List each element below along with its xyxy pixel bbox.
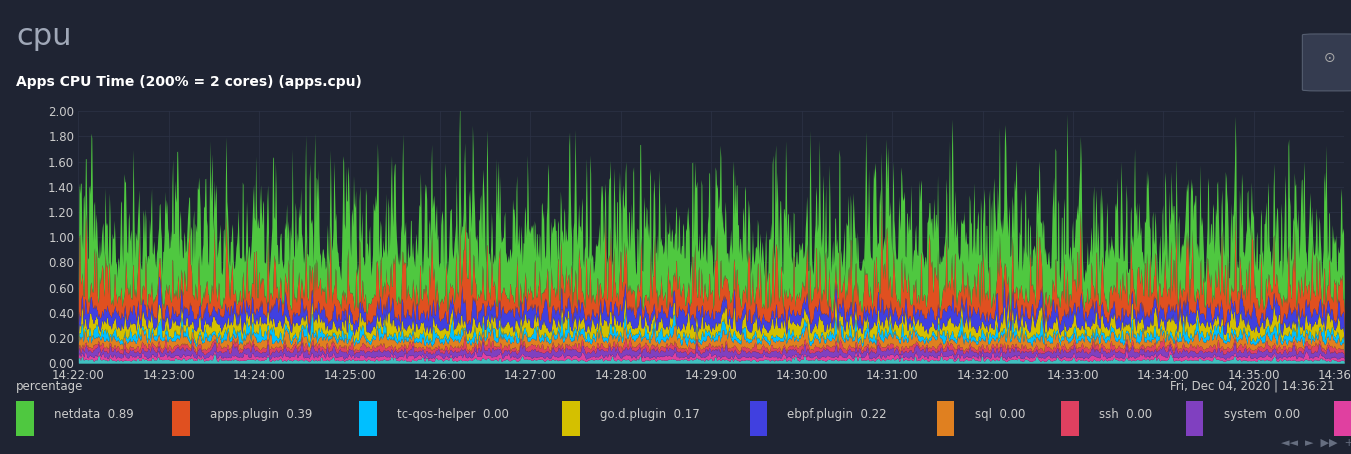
Bar — [750, 401, 767, 436]
Bar — [1186, 401, 1204, 436]
Bar — [16, 401, 34, 436]
Text: cpu: cpu — [16, 22, 72, 51]
Text: tc-qos-helper  0.00: tc-qos-helper 0.00 — [397, 408, 509, 420]
Text: Apps CPU Time (200% = 2 cores) (apps.cpu): Apps CPU Time (200% = 2 cores) (apps.cpu… — [16, 75, 362, 89]
Text: ebpf.plugin  0.22: ebpf.plugin 0.22 — [788, 408, 888, 420]
Text: ◄◄  ►  ▶▶  +  —  ⇕: ◄◄ ► ▶▶ + — ⇕ — [1281, 438, 1351, 448]
Bar — [1062, 401, 1079, 436]
Text: apps.plugin  0.39: apps.plugin 0.39 — [209, 408, 312, 420]
FancyBboxPatch shape — [1302, 34, 1351, 91]
Bar — [359, 401, 377, 436]
Bar — [1333, 401, 1351, 436]
Text: ssh  0.00: ssh 0.00 — [1100, 408, 1152, 420]
Text: system  0.00: system 0.00 — [1224, 408, 1300, 420]
Text: Fri, Dec 04, 2020 | 14:36:21: Fri, Dec 04, 2020 | 14:36:21 — [1170, 380, 1335, 393]
Text: sql  0.00: sql 0.00 — [974, 408, 1025, 420]
Text: ⊙: ⊙ — [1324, 51, 1336, 65]
Text: netdata  0.89: netdata 0.89 — [54, 408, 134, 420]
Bar — [936, 401, 954, 436]
Text: percentage: percentage — [16, 380, 84, 393]
Text: go.d.plugin  0.17: go.d.plugin 0.17 — [600, 408, 700, 420]
Bar — [562, 401, 580, 436]
Bar — [172, 401, 189, 436]
